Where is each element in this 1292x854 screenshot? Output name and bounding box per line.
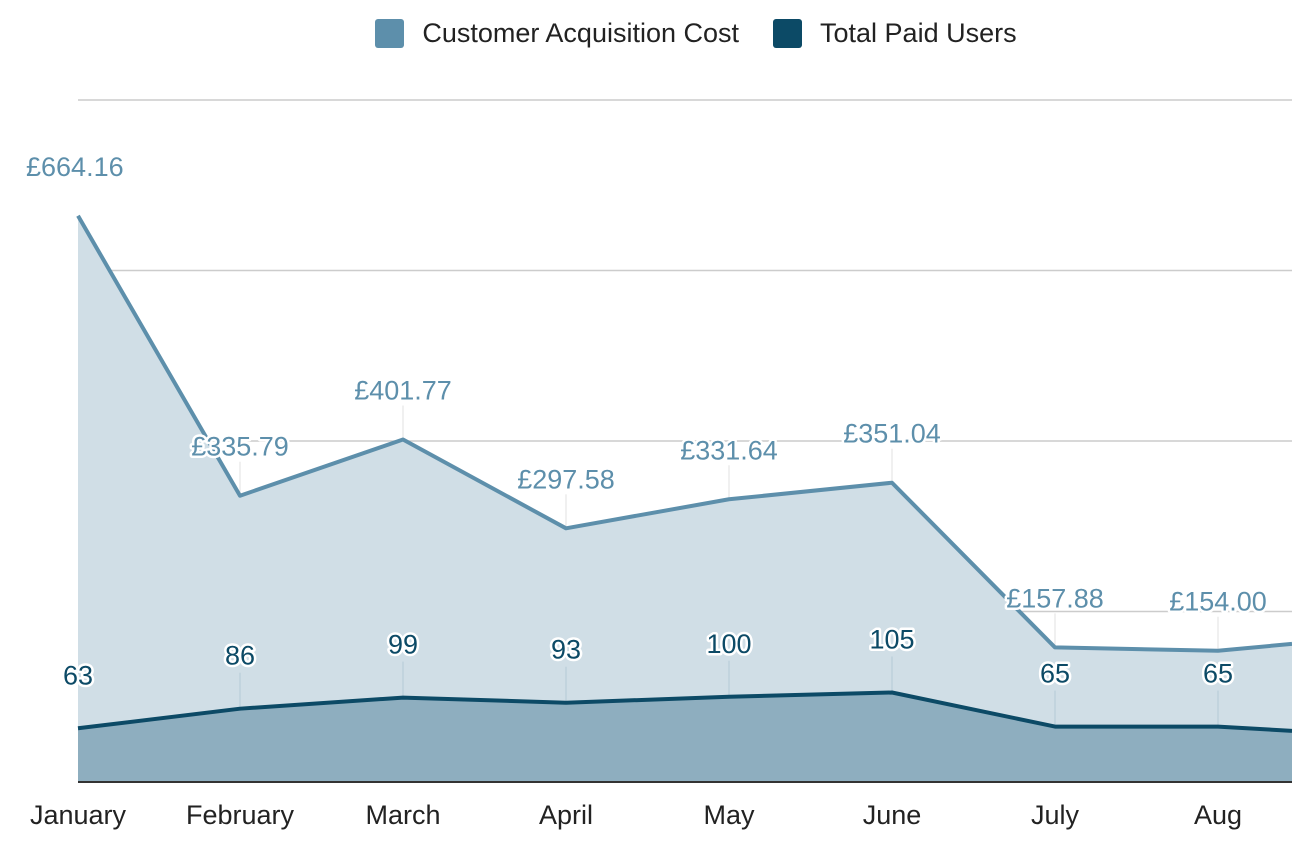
x-tick-label: July: [1031, 800, 1080, 830]
legend-swatch-users: [773, 19, 803, 48]
data-label-cac: £351.04: [843, 419, 941, 449]
legend-item-cac[interactable]: Customer Acquisition Cost: [375, 18, 739, 49]
x-tick-label: Aug: [1194, 800, 1242, 830]
data-label-users: 65: [1203, 659, 1233, 689]
data-label-users: 93: [551, 635, 581, 665]
series-lines: [76, 214, 1292, 733]
data-label-cac: £331.64: [680, 435, 778, 465]
x-tick-label: June: [863, 800, 922, 830]
legend-label-users: Total Paid Users: [820, 18, 1017, 48]
x-tick-label: May: [703, 800, 755, 830]
legend-item-users[interactable]: Total Paid Users: [773, 18, 1017, 49]
label-leaders: [239, 405, 1219, 727]
series-line-cac: [76, 214, 1292, 653]
data-label-users: 105: [869, 624, 914, 654]
chart-legend: Customer Acquisition Cost Total Paid Use…: [0, 18, 1292, 49]
data-label-cac: £401.77: [354, 375, 452, 405]
data-label-cac: £154.00: [1169, 587, 1267, 617]
data-label-cac: £157.88: [1006, 583, 1104, 613]
data-label-cac: £664.16: [26, 152, 124, 182]
data-label-users: 86: [225, 641, 255, 671]
x-tick-label: January: [30, 800, 127, 830]
data-label-users: 63: [63, 660, 93, 690]
data-label-users: 100: [706, 629, 751, 659]
data-label-cac: £297.58: [517, 464, 615, 494]
series-areas: [78, 215, 1292, 783]
series-line-users: [77, 690, 1292, 733]
x-tick-label: March: [365, 800, 440, 830]
area-cac: [78, 215, 1292, 783]
data-label-users: 99: [388, 630, 418, 660]
x-tick-label: February: [186, 800, 295, 830]
data-label-users: 65: [1040, 659, 1070, 689]
data-label-cac: £335.79: [191, 432, 289, 462]
data-labels: £664.16 £335.79 £401.77 £297.58 £331.64 £351.…: [24, 149, 1270, 692]
x-tick-label: April: [539, 800, 593, 830]
legend-swatch-cac: [375, 19, 405, 48]
x-tick-labels: January February March April May June July Aug: [30, 800, 1242, 830]
legend-label-cac: Customer Acquisition Cost: [422, 18, 740, 48]
area-users: [78, 692, 1292, 782]
